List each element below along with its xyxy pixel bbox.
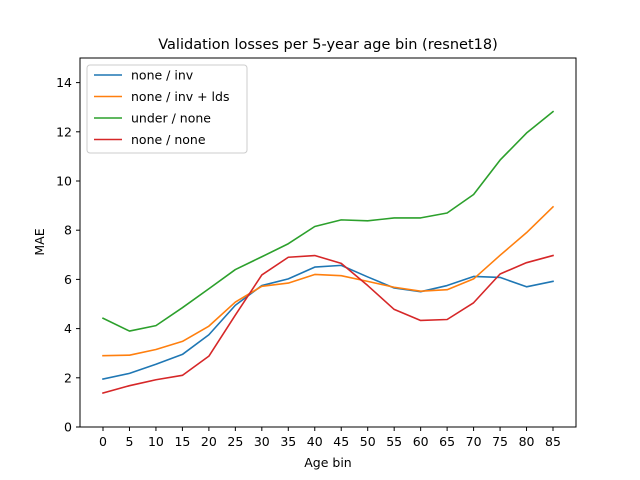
x-tick-label: 50 bbox=[360, 434, 376, 449]
x-tick-label: 40 bbox=[307, 434, 323, 449]
series-line-2 bbox=[102, 205, 555, 357]
x-tick-label: 10 bbox=[148, 434, 164, 449]
chart-title: Validation losses per 5-year age bin (re… bbox=[158, 37, 498, 53]
x-tick-label: 25 bbox=[227, 434, 243, 449]
x-tick-label: 80 bbox=[519, 434, 535, 449]
series-line-3 bbox=[101, 110, 555, 332]
y-tick-label: 4 bbox=[64, 321, 72, 336]
legend-label: none / none bbox=[131, 132, 206, 147]
legend: none / inv none / inv + lds under / none no… bbox=[86, 64, 248, 154]
x-tick-label: 55 bbox=[386, 434, 402, 449]
y-tick-label: 6 bbox=[64, 272, 72, 287]
legend-box bbox=[86, 64, 248, 154]
x-axis-label: Age bin bbox=[304, 455, 351, 470]
y-axis-label: MAE bbox=[32, 228, 47, 255]
x-tick-label: 15 bbox=[174, 434, 190, 449]
x-tick-label: 70 bbox=[466, 434, 482, 449]
y-tick-label: 10 bbox=[56, 174, 72, 189]
y-axis-ticks: 0 2 4 6 8 10 12 14 bbox=[56, 75, 80, 435]
x-tick-label: 5 bbox=[125, 434, 133, 449]
series-line-1 bbox=[102, 264, 554, 380]
x-axis-ticks: 0 5 10 15 20 25 30 35 40 45 50 55 60 65 70 75 80 85 bbox=[99, 427, 561, 449]
x-tick-label: 45 bbox=[333, 434, 349, 449]
x-tick-label: 75 bbox=[492, 434, 508, 449]
x-tick-label: 0 bbox=[99, 434, 107, 449]
y-tick-label: 12 bbox=[56, 124, 72, 139]
x-tick-label: 85 bbox=[545, 434, 561, 449]
series-line-4 bbox=[102, 254, 554, 395]
series-layer bbox=[101, 110, 555, 395]
y-tick-label: 14 bbox=[56, 75, 72, 90]
y-tick-label: 0 bbox=[64, 420, 72, 435]
x-tick-label: 20 bbox=[201, 434, 217, 449]
legend-label: under / none bbox=[131, 111, 211, 126]
plot-frame bbox=[79, 57, 577, 428]
x-tick-label: 65 bbox=[439, 434, 455, 449]
x-tick-label: 35 bbox=[280, 434, 296, 449]
legend-label: none / inv bbox=[131, 68, 194, 83]
x-tick-label: 30 bbox=[254, 434, 270, 449]
legend-label: none / inv + lds bbox=[131, 89, 229, 104]
y-tick-label: 8 bbox=[64, 223, 72, 238]
y-tick-label: 2 bbox=[64, 370, 72, 385]
x-tick-label: 60 bbox=[413, 434, 429, 449]
